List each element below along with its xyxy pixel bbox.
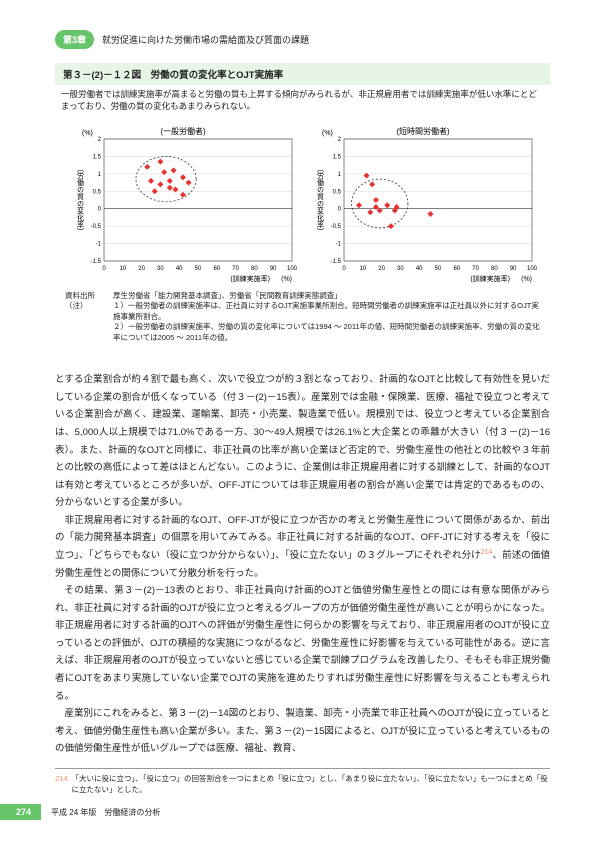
figure-caption: 一般労働者では訓練実施率が高まると労働の質も上昇する傾向がみられるが、非正規雇用… (55, 89, 550, 119)
figure-sources: 資料出所 厚生労働省「能力開発基本調査」、労働省「民間教育訓練実態調査」 （注）… (55, 289, 550, 344)
svg-text:90: 90 (269, 266, 276, 272)
svg-text:100: 100 (286, 266, 297, 272)
svg-text:(訓練実施率): (訓練実施率) (470, 274, 510, 283)
figure-title: 第３－(2)－１２図 労働の質の変化率とOJT実施率 (55, 63, 550, 85)
page-header: 第3章 就労促進に向けた労働市場の需給面及び質面の課題 (55, 30, 550, 49)
svg-text:30: 30 (397, 266, 404, 272)
svg-text:40: 40 (175, 266, 182, 272)
svg-text:(労働の質の変化率): (労働の質の変化率) (76, 169, 84, 230)
footer-text: 平成 24 年版 労働経済の分析 (51, 807, 160, 818)
svg-text:70: 70 (472, 266, 479, 272)
svg-text:0: 0 (342, 266, 346, 272)
page-footer: 274 平成 24 年版 労働経済の分析 (0, 804, 160, 820)
svg-text:-1.5: -1.5 (330, 259, 341, 265)
svg-text:0: 0 (102, 266, 106, 272)
note2: ２）一般労働者の訓練実施率、労働の質の変化率については1994 ～ 2011年の… (113, 322, 540, 343)
svg-text:0.5: 0.5 (332, 189, 341, 195)
svg-text:2: 2 (97, 137, 101, 143)
svg-text:0: 0 (337, 206, 341, 212)
source-text: 厚生労働省「能力開発基本調査」、労働省「民間教育訓練実態調査」 (113, 291, 342, 302)
svg-text:1.5: 1.5 (92, 154, 101, 160)
footnote-214: 214 「大いに役に立つ」、「役に立つ」の回答割合を一つにまとめ「役に立つ」とし… (55, 773, 550, 796)
para2: 非正規雇用者に対する計画的なOJT、OFF-JTが役に立つか否かの考えと労働生産… (55, 512, 550, 582)
chart-left: (一般労働者)(%)-1.5-1-0.500.511.5201020304050… (68, 125, 298, 285)
footnote-ref-214: 214 (481, 549, 493, 556)
svg-text:1.5: 1.5 (332, 154, 341, 160)
svg-text:(労働の質の変化率): (労働の質の変化率) (316, 169, 324, 230)
svg-text:(訓練実施率): (訓練実施率) (230, 274, 270, 283)
chart-right: (短時間労働者)(%)-1.5-1-0.500.511.520102030405… (308, 125, 538, 285)
chapter-badge: 第3章 (55, 30, 94, 49)
svg-text:70: 70 (232, 266, 239, 272)
chapter-title: 就労促進に向けた労働市場の需給面及び質面の課題 (102, 33, 309, 46)
svg-text:(短時間労働者): (短時間労働者) (396, 126, 450, 136)
svg-text:30: 30 (157, 266, 164, 272)
note-label: （注） (65, 301, 113, 322)
svg-text:100: 100 (526, 266, 537, 272)
svg-text:-1: -1 (95, 241, 101, 247)
body-text: とする企業割合が約４割で最も高く、次いで役立つが約３割となっており、計画的なOJ… (55, 371, 550, 758)
footnote-num: 214 (55, 773, 68, 796)
svg-text:0: 0 (97, 206, 101, 212)
svg-text:20: 20 (378, 266, 385, 272)
svg-text:1: 1 (97, 172, 101, 178)
source-label: 資料出所 (65, 291, 113, 302)
svg-text:10: 10 (119, 266, 126, 272)
para1: とする企業割合が約４割で最も高く、次いで役立つが約３割となっており、計画的なOJ… (55, 371, 550, 512)
svg-text:2: 2 (337, 137, 341, 143)
svg-text:1: 1 (337, 172, 341, 178)
figure-block: 第３－(2)－１２図 労働の質の変化率とOJT実施率 一般労働者では訓練実施率が… (55, 63, 550, 343)
svg-text:(%): (%) (322, 130, 333, 137)
svg-text:(%): (%) (82, 130, 93, 137)
svg-text:-1.5: -1.5 (90, 259, 101, 265)
para3: その結果、第３－(2)－13表のとおり、非正社員向け計画的OJTと価値労働生産性… (55, 582, 550, 705)
svg-text:-0.5: -0.5 (90, 224, 101, 230)
svg-text:40: 40 (415, 266, 422, 272)
svg-text:50: 50 (194, 266, 201, 272)
para4: 産業別にこれをみると、第３－(2)－14図のとおり、製造業、卸売・小売業で非正社… (55, 705, 550, 758)
footnote-separator (55, 768, 550, 769)
svg-text:50: 50 (434, 266, 441, 272)
svg-text:10: 10 (359, 266, 366, 272)
page-number: 274 (0, 804, 41, 820)
svg-text:80: 80 (491, 266, 498, 272)
note1: １）一般労働者の訓練実施率は、正社員に対するOJT実施事業所割合。短時間労働者の… (113, 301, 540, 322)
svg-text:-0.5: -0.5 (330, 224, 341, 230)
svg-text:60: 60 (213, 266, 220, 272)
svg-text:(一般労働者): (一般労働者) (160, 126, 206, 136)
svg-text:0.5: 0.5 (92, 189, 101, 195)
svg-text:(%): (%) (281, 276, 292, 283)
svg-text:60: 60 (453, 266, 460, 272)
svg-text:20: 20 (138, 266, 145, 272)
svg-text:-1: -1 (335, 241, 341, 247)
svg-text:90: 90 (509, 266, 516, 272)
svg-text:80: 80 (251, 266, 258, 272)
svg-text:(%): (%) (521, 276, 532, 283)
footnote-text: 「大いに役に立つ」、「役に立つ」の回答割合を一つにまとめ「役に立つ」とし、「あま… (72, 773, 550, 796)
